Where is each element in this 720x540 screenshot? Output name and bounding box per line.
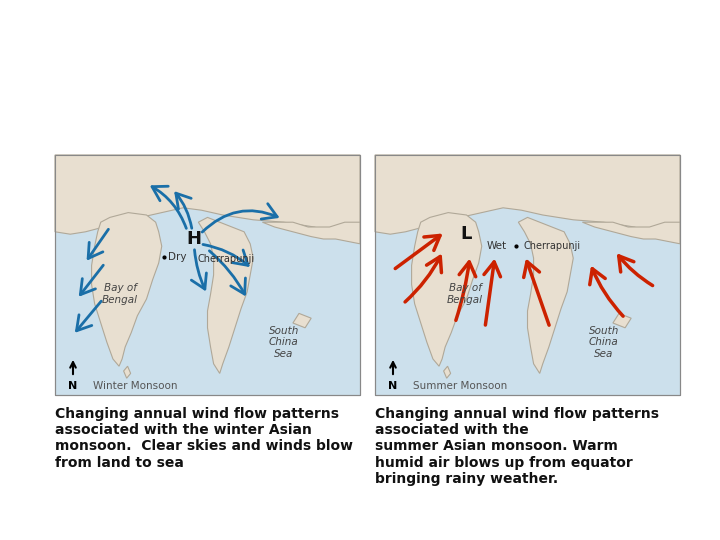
Text: N: N (68, 381, 78, 391)
Text: L: L (461, 225, 472, 243)
Text: Winter Monsoon: Winter Monsoon (93, 381, 178, 391)
Text: Changing annual wind flow patterns
associated with the winter Asian
monsoon.  Cl: Changing annual wind flow patterns assoc… (55, 407, 353, 470)
Polygon shape (55, 155, 360, 239)
Text: H: H (186, 230, 202, 248)
Polygon shape (262, 222, 360, 244)
Text: South
China
Sea: South China Sea (269, 326, 299, 359)
Polygon shape (412, 213, 482, 366)
Text: Bay of
Bengal: Bay of Bengal (447, 284, 483, 305)
Text: Bay of
Bengal: Bay of Bengal (102, 284, 138, 305)
Bar (55, 155, 360, 395)
Polygon shape (198, 218, 253, 373)
Polygon shape (582, 222, 680, 244)
Bar (375, 155, 680, 395)
Bar (55, 155, 360, 395)
Bar (375, 155, 680, 395)
Polygon shape (444, 366, 451, 378)
Text: Cherrapunji: Cherrapunji (523, 241, 580, 251)
Text: N: N (388, 381, 397, 391)
Polygon shape (613, 313, 631, 328)
Text: Dry: Dry (168, 252, 186, 262)
Polygon shape (293, 313, 311, 328)
Text: South
China
Sea: South China Sea (588, 326, 619, 359)
Polygon shape (518, 218, 573, 373)
Text: Wet: Wet (486, 241, 506, 251)
Polygon shape (91, 213, 162, 366)
Polygon shape (124, 366, 130, 378)
Text: Cherrapunji: Cherrapunji (197, 254, 254, 264)
Text: Changing annual wind flow patterns
associated with the
summer Asian monsoon. War: Changing annual wind flow patterns assoc… (375, 407, 659, 486)
Text: Summer Monsoon: Summer Monsoon (413, 381, 508, 391)
Polygon shape (375, 155, 680, 239)
